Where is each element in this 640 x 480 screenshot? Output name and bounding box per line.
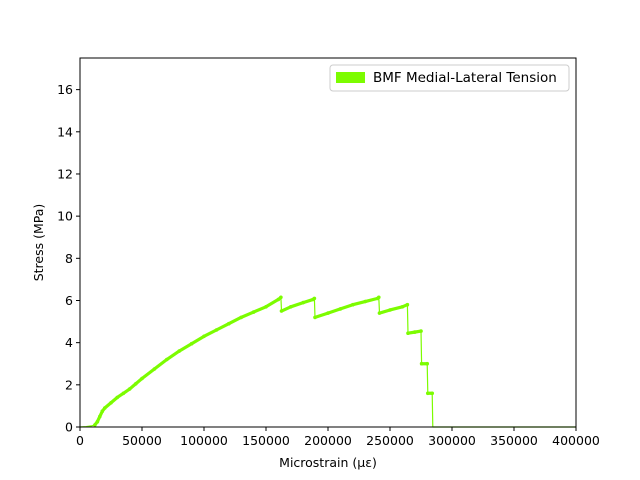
series-segment: [351, 299, 367, 307]
legend-box: [329, 64, 570, 92]
series-segment: [326, 307, 342, 315]
y-tick-label: 0: [65, 420, 73, 435]
series-segment: [264, 297, 280, 309]
legend: BMF Medial-Lateral Tension: [329, 64, 570, 92]
series-segment: [400, 303, 409, 309]
x-tick-label: 50000: [122, 433, 162, 448]
x-tick-label: 150000: [242, 433, 290, 448]
x-tick-label: 200000: [304, 433, 352, 448]
series-segment: [214, 322, 231, 332]
series-segment: [377, 308, 392, 315]
series-segment: [363, 296, 380, 304]
legend-swatch: [336, 72, 365, 83]
x-axis-title: Microstrain (με): [279, 455, 377, 470]
series-segment: [190, 334, 206, 346]
series-segment: [276, 295, 283, 302]
y-tick-label: 8: [65, 251, 73, 266]
y-axis-title: Stress (MPa): [31, 204, 46, 282]
x-tick-label: 300000: [428, 433, 476, 448]
series-segment: [279, 305, 293, 313]
legend-label: BMF Medial-Lateral Tension: [373, 70, 557, 86]
series-segment: [227, 315, 243, 326]
y-tick-label: 12: [57, 166, 73, 181]
series-segment: [252, 305, 268, 314]
x-tick-label: 350000: [490, 433, 538, 448]
series-segment: [239, 310, 256, 319]
x-tick-label: 400000: [552, 433, 600, 448]
x-tick-label: 250000: [366, 433, 414, 448]
series-segment: [177, 342, 194, 353]
y-tick-label: 4: [65, 335, 73, 350]
y-tick-label: 10: [57, 209, 73, 224]
series-segment: [301, 297, 315, 305]
series-segment: [202, 328, 218, 338]
plot-layer: [79, 295, 576, 428]
series-segment: [152, 357, 169, 371]
series-segment: [313, 311, 330, 319]
y-tick-label: 6: [65, 293, 73, 308]
series-segment: [413, 329, 423, 334]
series-segment: [338, 303, 355, 311]
series-segment: [140, 367, 156, 381]
x-tick-label: 0: [76, 433, 84, 448]
series-segment: [388, 305, 404, 312]
y-tick-label: 2: [65, 377, 73, 392]
series-segment: [165, 349, 181, 362]
y-tick-label: 14: [57, 124, 73, 139]
series-segment: [289, 300, 305, 309]
axes-layer: 0 50000 100000 150000 200000 250000 300000 3500…: [31, 57, 600, 470]
y-tick-label: 16: [57, 82, 73, 97]
x-tick-label: 100000: [180, 433, 228, 448]
